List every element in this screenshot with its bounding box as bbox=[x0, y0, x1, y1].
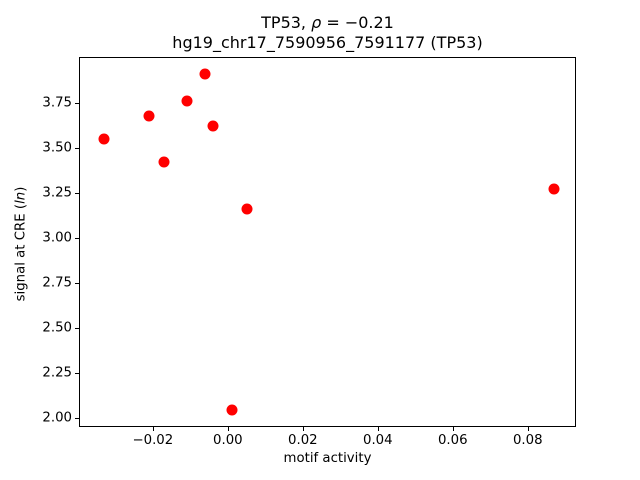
y-tick-mark bbox=[75, 417, 79, 419]
plot-area bbox=[79, 57, 576, 427]
chart-subtitle: hg19_chr17_7590956_7591177 (TP53) bbox=[172, 33, 483, 52]
y-tick-mark bbox=[75, 192, 79, 194]
y-tick-label: 3.75 bbox=[42, 95, 72, 111]
data-point bbox=[98, 133, 110, 145]
y-tick-mark bbox=[75, 147, 79, 149]
x-tick-label: 0.02 bbox=[288, 433, 318, 448]
y-tick-label: 2.25 bbox=[42, 365, 72, 381]
x-tick-mark bbox=[527, 427, 529, 431]
data-point bbox=[158, 156, 170, 168]
y-axis-label-suffix: ) bbox=[13, 186, 29, 192]
x-tick-label: −0.02 bbox=[132, 433, 174, 448]
y-tick-mark bbox=[75, 237, 79, 239]
data-point bbox=[199, 68, 211, 80]
x-axis-label: motif activity bbox=[283, 451, 372, 466]
x-tick-mark bbox=[152, 427, 154, 431]
y-tick-label: 3.00 bbox=[42, 230, 72, 246]
y-tick-label: 2.00 bbox=[42, 410, 72, 426]
rho-symbol: ρ bbox=[311, 13, 322, 32]
x-tick-mark bbox=[452, 427, 454, 431]
x-tick-mark bbox=[302, 427, 304, 431]
y-tick-label: 2.50 bbox=[42, 320, 72, 336]
y-tick-mark bbox=[75, 103, 79, 104]
data-point bbox=[226, 404, 238, 416]
chart-title: TP53, ρ = −0.21 bbox=[79, 13, 576, 32]
x-tick-label: 0.04 bbox=[362, 433, 393, 448]
data-point bbox=[181, 95, 193, 107]
data-point bbox=[548, 183, 560, 195]
data-point bbox=[241, 203, 253, 215]
x-tick-mark bbox=[377, 427, 379, 431]
y-axis-label-italic: ln bbox=[13, 191, 29, 204]
y-tick-label: 3.50 bbox=[42, 140, 72, 156]
y-tick-label: 3.25 bbox=[42, 185, 72, 201]
chart-title-suffix: = −0.21 bbox=[321, 13, 394, 32]
y-tick-label: 2.75 bbox=[42, 275, 72, 291]
chart-title-prefix: TP53, bbox=[261, 13, 312, 32]
data-point bbox=[143, 110, 155, 122]
data-point bbox=[207, 120, 219, 132]
x-tick-label: 0.06 bbox=[437, 433, 468, 448]
x-tick-label: 0.08 bbox=[512, 433, 543, 448]
x-tick-mark bbox=[227, 427, 229, 431]
y-tick-mark bbox=[75, 372, 79, 374]
x-tick-label: 0.00 bbox=[213, 433, 243, 448]
y-axis-label: signal at CRE (ln) bbox=[14, 187, 29, 302]
y-axis-label-prefix: signal at CRE ( bbox=[13, 203, 29, 302]
y-tick-mark bbox=[75, 282, 79, 284]
y-tick-mark bbox=[75, 327, 79, 329]
